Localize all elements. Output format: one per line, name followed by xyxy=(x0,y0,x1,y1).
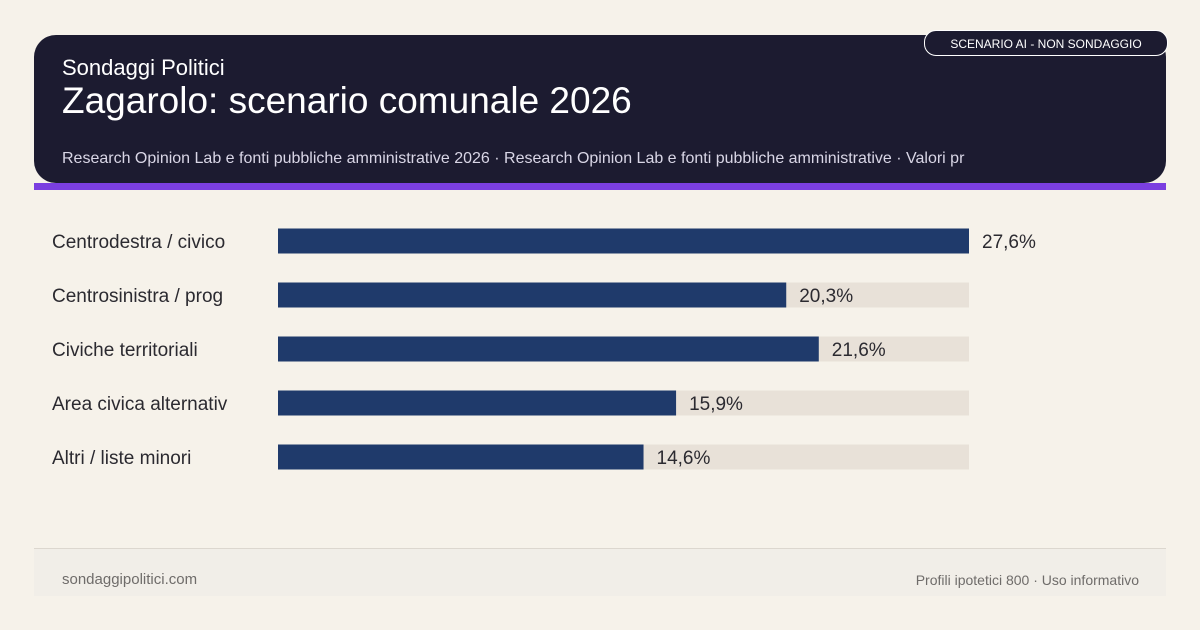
value-label: 27,6% xyxy=(982,232,1036,253)
scenario-badge: SCENARIO AI - NON SONDAGGIO xyxy=(924,30,1168,56)
bar xyxy=(278,228,969,254)
header-accent-line xyxy=(34,183,1166,190)
value-label: 20,3% xyxy=(799,286,853,307)
category-label: Centrosinistra / prog xyxy=(52,286,223,307)
header-panel: Sondaggi Politici Zagarolo: scenario com… xyxy=(34,35,1166,183)
value-label: 14,6% xyxy=(657,448,711,469)
value-label: 21,6% xyxy=(832,340,886,361)
bar xyxy=(278,390,677,416)
value-label: 15,9% xyxy=(689,394,743,415)
footer: sondaggipolitici.com Profili ipotetici 8… xyxy=(34,548,1166,596)
brand-name: Sondaggi Politici xyxy=(62,55,225,80)
category-label: Area civica alternativ xyxy=(52,394,228,415)
category-label: Centrodestra / civico xyxy=(52,232,225,253)
bar xyxy=(278,444,644,470)
page-title: Zagarolo: scenario comunale 2026 xyxy=(62,80,632,121)
category-label: Civiche territoriali xyxy=(52,340,198,361)
bar xyxy=(278,282,787,308)
footer-site-link[interactable]: sondaggipolitici.com xyxy=(62,571,198,588)
footer-note: Profili ipotetici 800 · Uso informativo xyxy=(915,572,1139,588)
category-label: Altri / liste minori xyxy=(52,448,191,469)
bar xyxy=(278,336,819,362)
source-subtitle: Research Opinion Lab e fonti pubbliche a… xyxy=(62,150,965,167)
